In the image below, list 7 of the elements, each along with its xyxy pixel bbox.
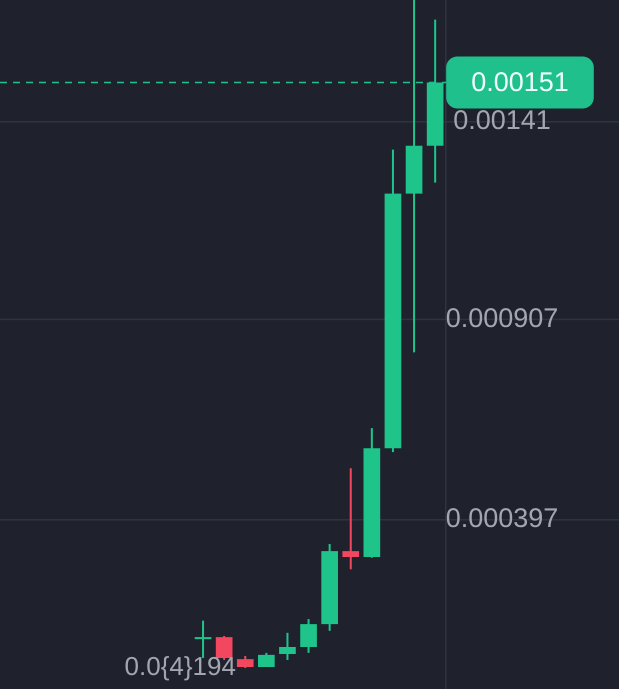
candlestick	[194, 620, 212, 658]
y-tick-label: 0.00141	[453, 105, 551, 136]
candlestick	[342, 468, 360, 570]
y-tick-label: 0.000397	[446, 503, 558, 534]
y-tick-label: 0.000907	[446, 302, 558, 333]
ref-line-label: 0.00151	[471, 66, 569, 97]
annotation: 0.0{4}194	[124, 651, 236, 682]
